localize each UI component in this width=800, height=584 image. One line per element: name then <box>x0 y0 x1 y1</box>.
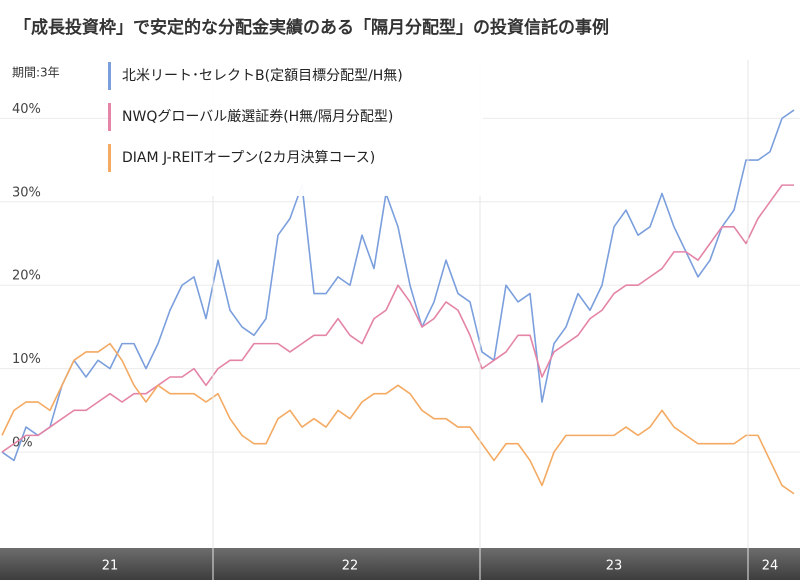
legend-label: NWQグローバル厳選証券(H無/隔月分配型) <box>122 109 393 125</box>
chart-title: 「成長投資枠」で安定的な分配金実績のある「隔月分配型」の投資信託の事例 <box>14 17 609 38</box>
legend-swatch <box>108 144 111 172</box>
period-label: 期間:3年 <box>12 66 60 80</box>
y-tick-label: 0% <box>12 436 33 451</box>
legend: 北米リート･セレクトB(定額目標分配型/H無) NWQグローバル厳選証券(H無/隔… <box>108 60 483 196</box>
legend-swatch <box>108 62 111 90</box>
x-tick-label: 24 <box>762 559 779 574</box>
y-tick-label: 20% <box>12 269 41 284</box>
lines <box>1 109 795 495</box>
y-tick-label: 30% <box>12 185 41 200</box>
x-tick-label: 22 <box>342 559 359 574</box>
legend-label: 北米リート･セレクトB(定額目標分配型/H無) <box>122 68 403 84</box>
series-line <box>1 342 795 495</box>
legend-label: DIAM J-REITオープン(2カ月決算コース) <box>122 150 375 166</box>
legend-swatch <box>108 103 111 131</box>
y-tick-label: 10% <box>12 352 41 367</box>
x-tick-label: 23 <box>606 559 623 574</box>
x-axis-band <box>0 548 800 580</box>
legend-box <box>108 60 483 196</box>
x-tick-label: 21 <box>102 559 119 574</box>
series-line <box>1 184 794 453</box>
series-line <box>1 109 795 462</box>
y-tick-label: 40% <box>12 102 41 117</box>
